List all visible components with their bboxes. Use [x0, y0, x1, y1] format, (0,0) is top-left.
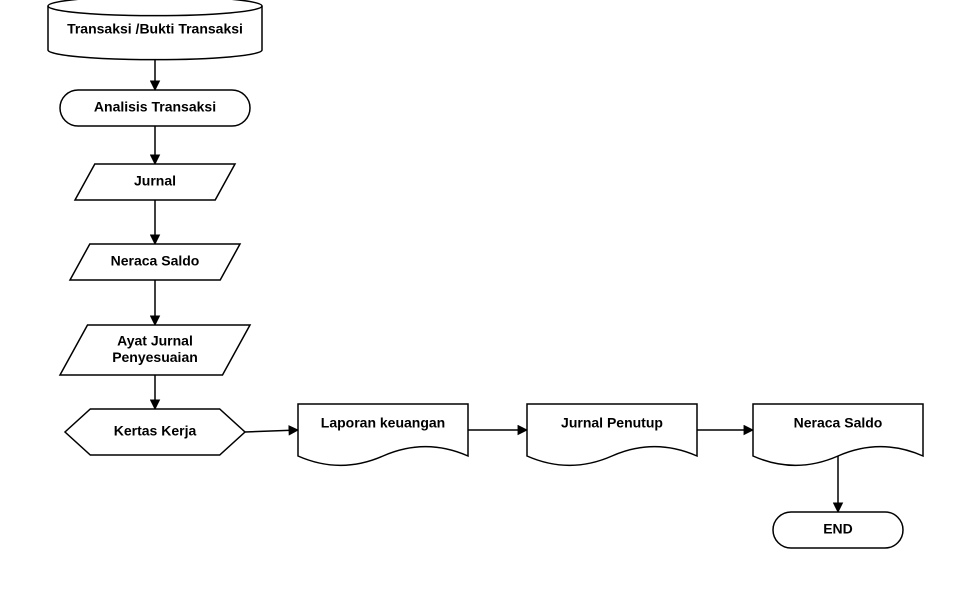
svg-text:END: END [823, 521, 853, 537]
flowchart-canvas: Transaksi /Bukti Transaksi Analisis Trans… [0, 0, 959, 595]
edge-n6-n7 [245, 430, 298, 432]
svg-text:Laporan keuangan: Laporan keuangan [321, 414, 445, 430]
svg-text:Jurnal: Jurnal [134, 173, 176, 189]
svg-text:Penyesuaian: Penyesuaian [112, 349, 198, 365]
node-n8: Jurnal Penutup [527, 404, 697, 465]
node-n7: Laporan keuangan [298, 404, 468, 465]
node-n2: Analisis Transaksi [60, 90, 250, 126]
svg-text:Neraca Saldo: Neraca Saldo [794, 414, 883, 430]
node-n6: Kertas Kerja [65, 409, 245, 455]
node-n3: Jurnal [75, 164, 235, 200]
node-n4: Neraca Saldo [70, 244, 240, 280]
node-n1: Transaksi /Bukti Transaksi [48, 0, 262, 60]
svg-text:Analisis Transaksi: Analisis Transaksi [94, 99, 216, 115]
svg-text:Ayat Jurnal: Ayat Jurnal [117, 333, 193, 349]
node-n10: END [773, 512, 903, 548]
svg-text:Neraca Saldo: Neraca Saldo [111, 253, 200, 269]
node-n9: Neraca Saldo [753, 404, 923, 465]
node-n5: Ayat JurnalPenyesuaian [60, 325, 250, 375]
svg-text:Transaksi /Bukti Transaksi: Transaksi /Bukti Transaksi [67, 21, 243, 37]
svg-text:Kertas Kerja: Kertas Kerja [114, 423, 197, 439]
svg-text:Jurnal Penutup: Jurnal Penutup [561, 414, 663, 430]
